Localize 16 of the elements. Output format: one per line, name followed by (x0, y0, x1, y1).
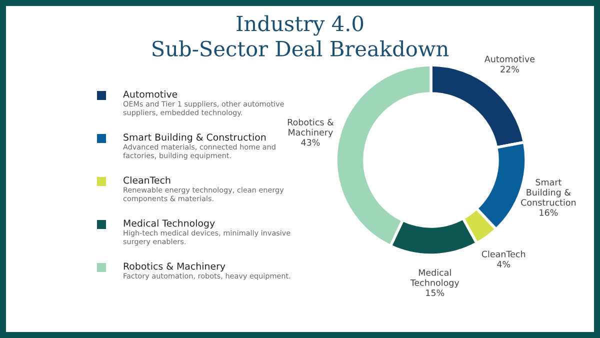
slice-label: Smart Building & Construction (521, 178, 576, 206)
data-label: 16% (540, 209, 558, 216)
slice-label: Automotive (484, 56, 535, 62)
data-label: 4% (497, 260, 510, 268)
data-label: 22% (500, 66, 519, 72)
data-label: 43% (301, 139, 320, 146)
slice-label: Robotics & Machinery (288, 118, 334, 138)
legend-label: Automotive (123, 90, 178, 98)
chart-title: Industry 4.0 Sub-Sector Deal Breakdown (152, 15, 449, 57)
legend-label: Smart Building & Construction (124, 133, 266, 143)
slice-label: CleanTech (482, 250, 526, 258)
legend-label: CleanTech (124, 176, 170, 184)
legend-label: Robotics & Machinery (124, 262, 226, 272)
slice-label: Medical Technology (410, 269, 460, 288)
data-label: 15% (426, 289, 444, 296)
legend-label: Medical Technology (124, 219, 215, 229)
